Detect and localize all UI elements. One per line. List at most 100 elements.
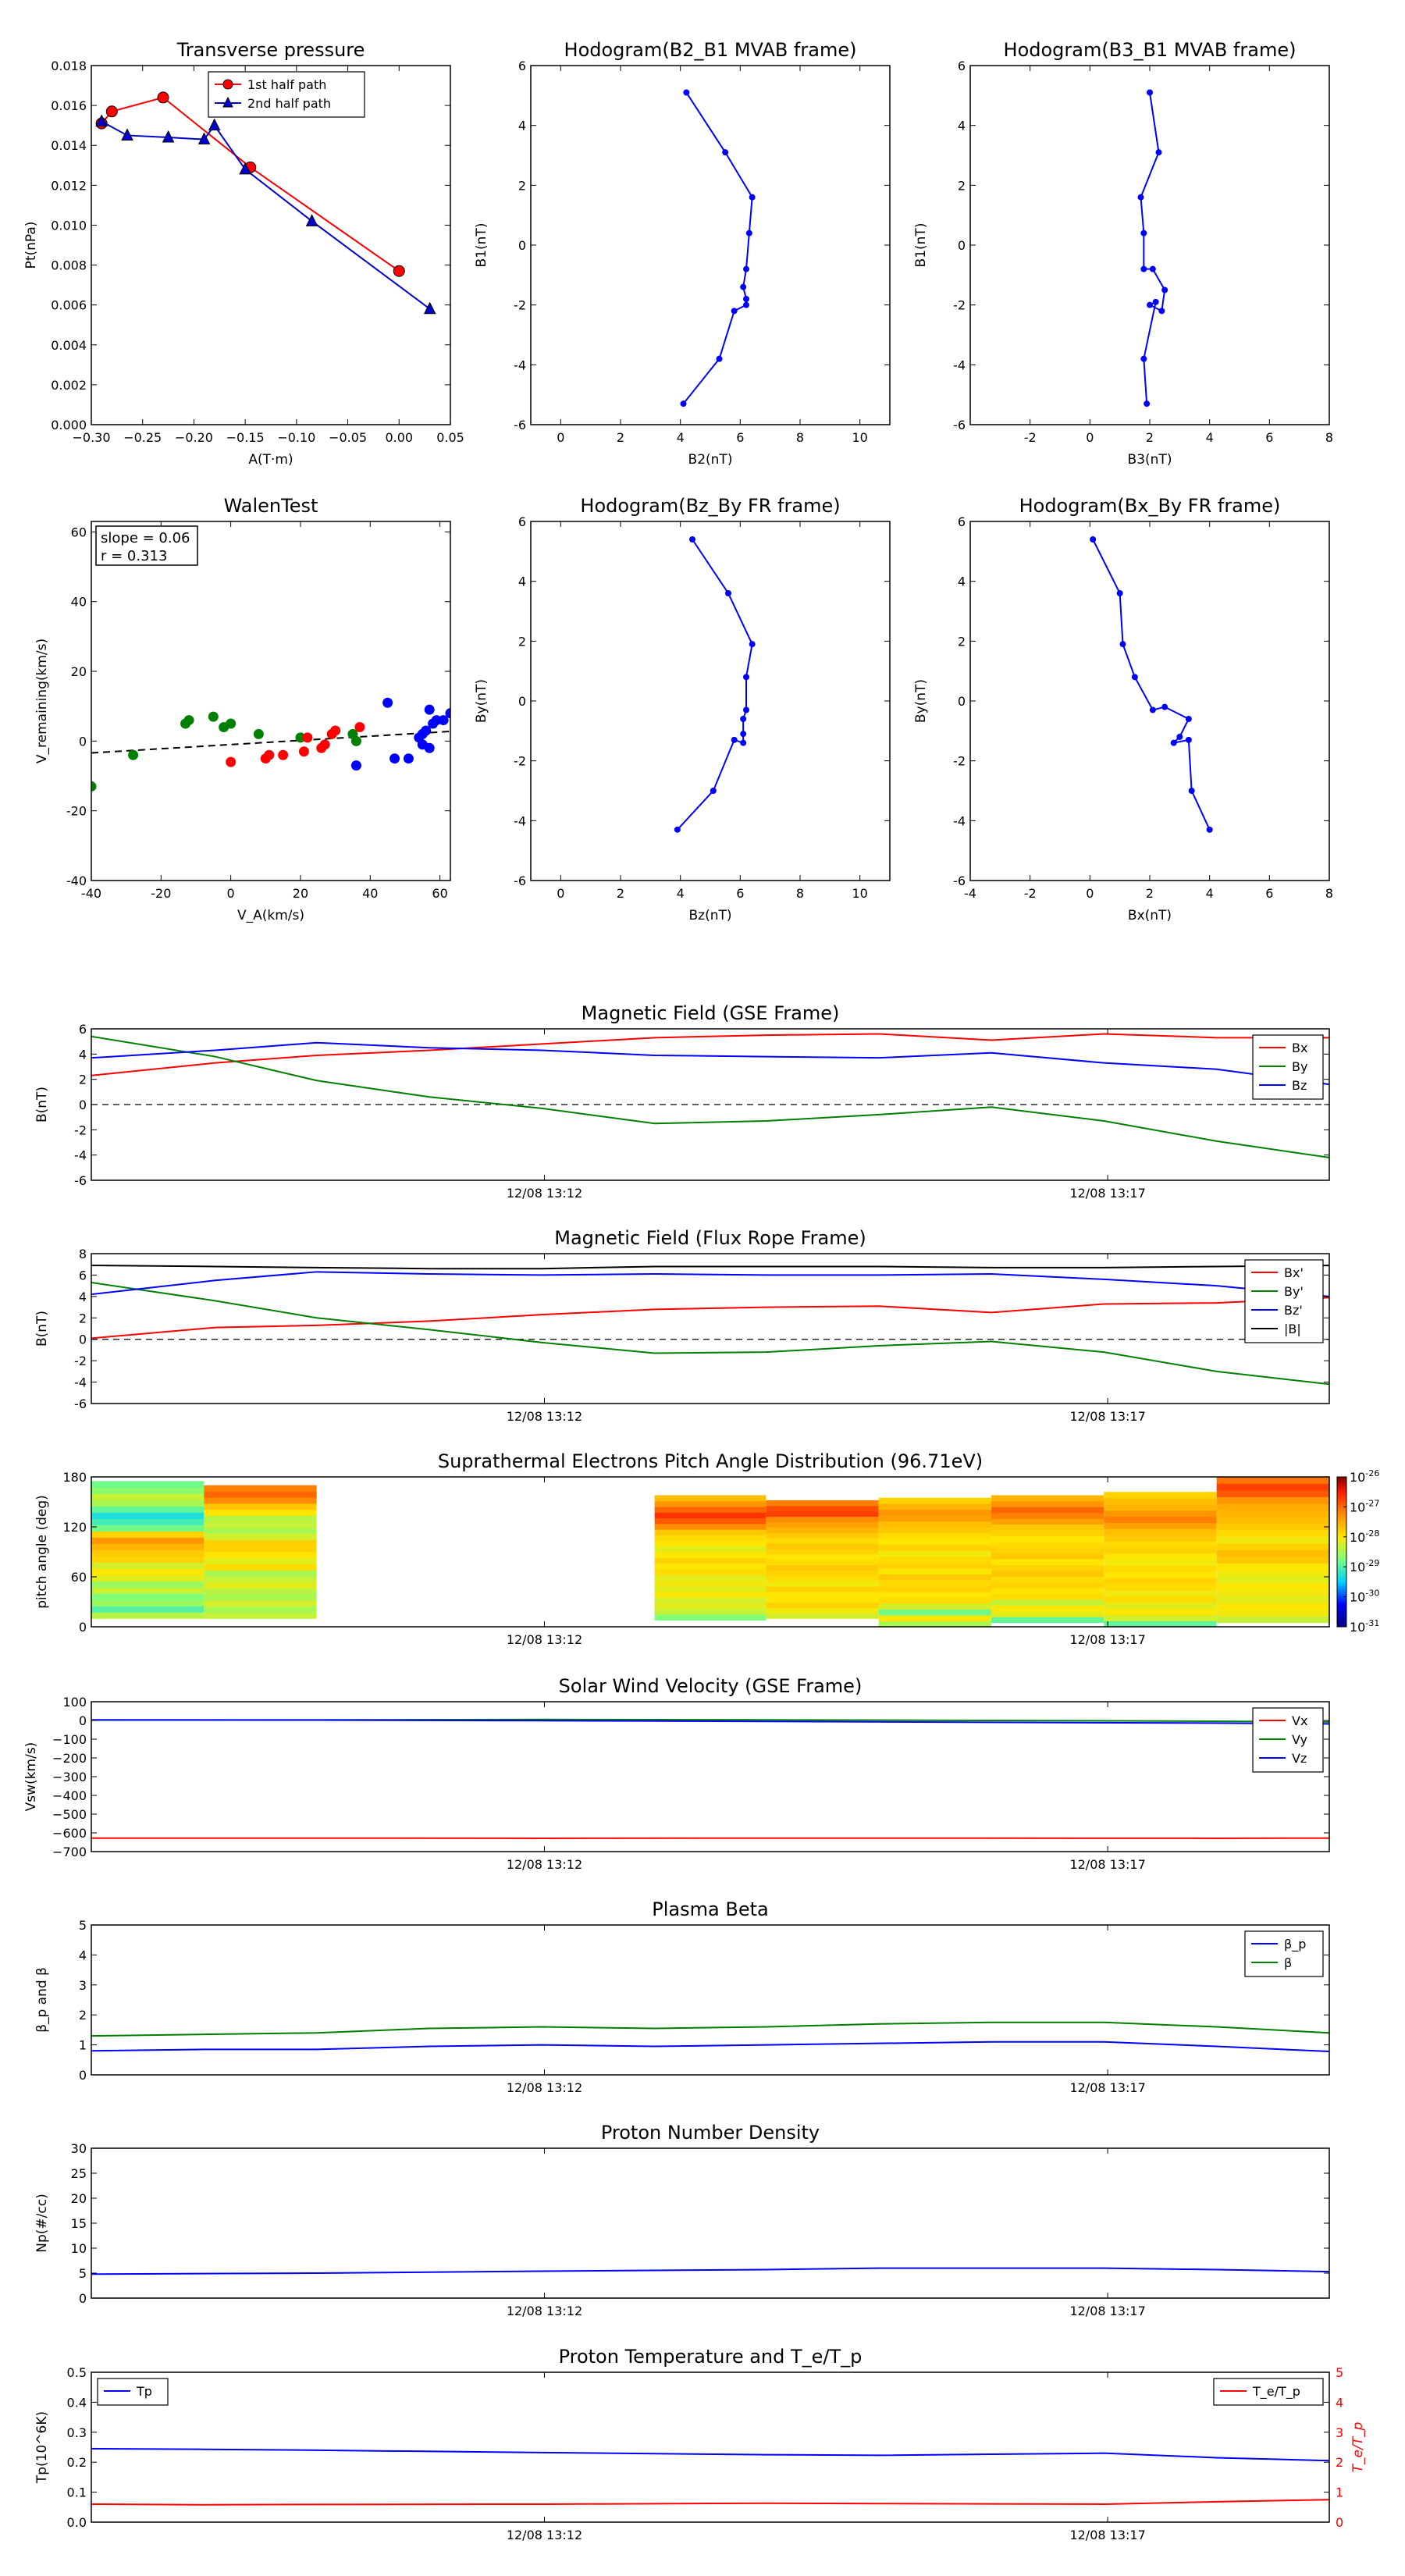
plot-frame [91,2147,1330,2299]
heatmap-cell [1216,1483,1329,1491]
legend: Tp [97,2378,169,2406]
series-line [101,120,431,310]
heatmap-cell [878,1539,992,1546]
y-tick-label: 1 [79,2038,87,2053]
data-point [740,283,747,290]
x-tick-label: 2 [1146,430,1154,445]
legend: Bx' By' Bz' |B| [1244,1259,1324,1343]
data-point [740,731,747,738]
y-axis-label: B1(nT) [474,223,489,268]
series-line [91,1041,1329,1086]
y-tick-label: 6 [518,514,526,529]
x-tick-label: 2 [1146,886,1154,901]
x-tick-label: 8 [1325,886,1333,901]
y-tick-label: 0.018 [51,59,87,73]
heatmap-cell [204,1576,317,1583]
y-tick-label: 0 [79,734,87,749]
plot-frame [91,2371,1330,2523]
chart-title: Hodogram(B2_B1 MVAB frame) [564,39,857,61]
axis-ticks: 12/08 13:12 12/08 13:17 -6 -4 -2 0 2 4 6 8 [74,1247,1329,1424]
heatmap-cell [1216,1576,1329,1584]
heatmap-cell [91,1512,205,1519]
heatmap-cell [766,1516,879,1522]
y-tick-label: 25 [71,2166,87,2181]
heatmap-cell [1104,1584,1217,1591]
heatmap-cell [204,1515,317,1522]
heatmap-cell [878,1585,992,1592]
heatmap-cell [1104,1498,1217,1505]
heatmap-cell [204,1570,317,1577]
heatmap-cell [766,1591,879,1598]
chart-sw_velocity: Solar Wind Velocity (GSE Frame)12/08 13:… [23,1675,1330,1872]
colorbar-tick-label: 10-28 [1350,1528,1379,1545]
x-tick-label: -40 [81,886,101,901]
heatmap-cell [204,1533,317,1540]
y-tick-label: 0 [958,694,966,709]
chart-title: Hodogram(Bx_By FR frame) [1019,495,1281,517]
data-point [121,128,133,141]
heatmap-cell [878,1621,992,1627]
y-tick-label: 0.1 [67,2485,87,2500]
y-tick-label: 20 [71,2191,87,2206]
scatter-point [350,735,361,746]
chart-transverse_pressure: Transverse pressure−0.30 −0.25 −0.20 −0.15−… [23,39,464,468]
y-tick-label: 10 [71,2241,87,2256]
heatmap-cell [654,1552,767,1558]
scatter-point [421,725,432,736]
data-point [1140,229,1147,237]
y-tick-label: -6 [514,418,526,432]
heatmap-cell [91,1587,205,1594]
y-tick-label: 2 [79,1073,87,1087]
y-tick-label: 0.004 [51,338,87,353]
x-tick-label: 0 [557,886,564,901]
x-tick-label: 12/08 13:12 [507,2080,582,2095]
chart-title: WalenTest [224,495,318,517]
x-tick-label: 4 [677,430,685,445]
y-tick-label: 4 [518,119,526,133]
data-point [683,89,690,96]
scatter-point [424,742,435,753]
series-line [91,1033,1329,1076]
y-tick-label: −300 [52,1770,87,1784]
scatter-point [264,749,275,760]
plot-area [91,2267,1329,2275]
heatmap-cell [204,1497,317,1504]
legend-label: |B| [1284,1322,1301,1336]
x-tick-label: 6 [1265,886,1273,901]
data-point [743,706,749,713]
x-tick-label: 12/08 13:17 [1069,1857,1145,1872]
heatmap-cell [654,1523,767,1530]
heatmap-cell [654,1495,767,1502]
heatmap-cell [878,1497,992,1504]
y2-tick-label: 1 [1336,2485,1343,2500]
x-tick-label: 60 [432,886,447,901]
heatmap-cell [878,1609,992,1616]
scatter-point [183,715,194,726]
heatmap-cell [991,1512,1104,1519]
heatmap-cell [654,1507,767,1513]
heatmap-cell [1104,1565,1217,1572]
heatmap-cell [1216,1589,1329,1597]
scatter-point [319,739,330,750]
heatmap-cell [1216,1516,1329,1524]
y-axis-label: By(nT) [913,679,929,723]
scatter-point [382,697,393,708]
x-tick-label: 2 [617,886,624,901]
heatmap-cell [91,1493,205,1500]
axis-ticks: 12/08 13:12 12/08 13:17 0 1 2 3 4 5 [79,1918,1329,2095]
heatmap-cell [1104,1621,1217,1627]
data-point [1155,149,1162,156]
heatmap-cell [654,1517,767,1525]
heatmap-cell [1216,1556,1329,1564]
y-tick-label: 120 [62,1520,87,1535]
y-tick-label: -6 [953,873,966,888]
legend: β_p β [1244,1930,1324,1977]
x-tick-label: 0 [1086,430,1094,445]
chart-title: Transverse pressure [176,39,365,61]
plot-frame [91,65,451,425]
y-tick-label: 100 [62,1695,87,1710]
y-tick-label: 0.008 [51,258,87,273]
x-tick-label: −0.15 [226,430,265,445]
data-point [1119,641,1126,648]
y-tick-label: -20 [66,804,87,819]
